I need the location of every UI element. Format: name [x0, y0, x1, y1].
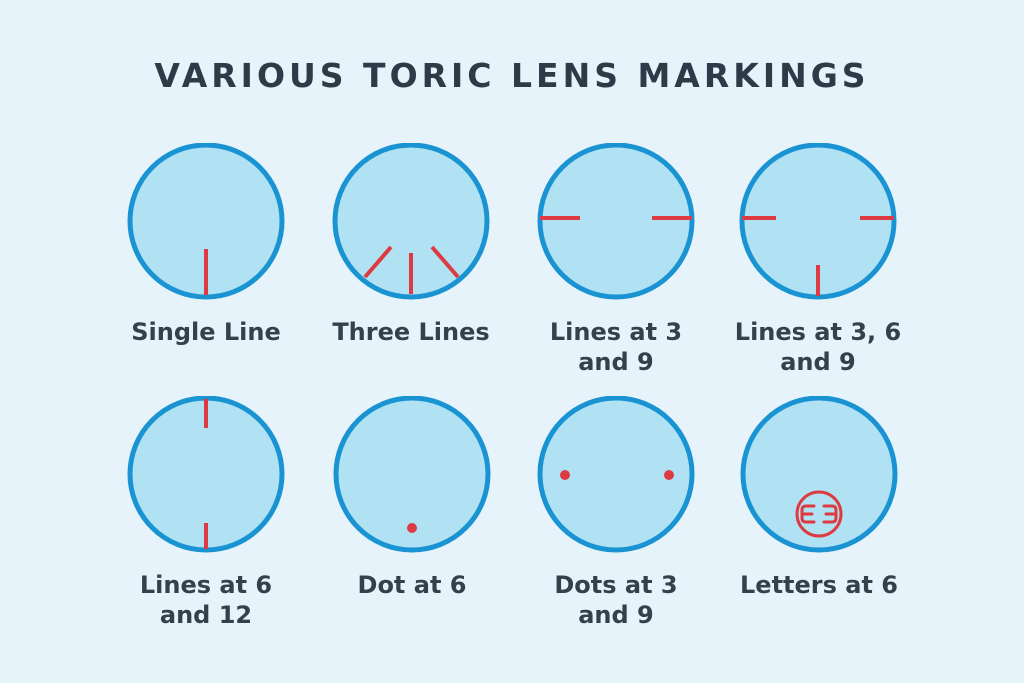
- lens-label: Letters at 6: [740, 571, 898, 599]
- lens-label: Single Line: [131, 318, 281, 346]
- lens-diagram: [126, 396, 286, 556]
- marking-letters-6-icon: [795, 490, 843, 538]
- lens-diagram: [536, 396, 696, 556]
- lens-label: Three Lines: [332, 318, 490, 346]
- lens-card-three-lines: Three Lines: [301, 143, 521, 347]
- lens-card-lines-3-9: Lines at 3 and 9: [506, 143, 726, 377]
- marking-dot-6: [407, 523, 417, 533]
- lens-card-lines-3-6-9: Lines at 3, 6 and 9: [708, 143, 928, 377]
- marking-dot-9: [560, 470, 570, 480]
- lens-diagram: [536, 143, 696, 303]
- lens-card-letters-6: Letters at 6: [709, 396, 929, 600]
- marking-dot-3: [664, 470, 674, 480]
- lens-label: Lines at 3 and 9: [549, 318, 683, 376]
- lens-label: Lines at 6 and 12: [139, 571, 273, 629]
- lens-label: Lines at 3, 6 and 9: [734, 318, 902, 376]
- lens-label: Dots at 3 and 9: [554, 571, 678, 629]
- lens-label: Dot at 6: [357, 571, 467, 599]
- lens-diagram: [331, 143, 491, 303]
- lens-card-dot-6: Dot at 6: [302, 396, 522, 600]
- page-title: VARIOUS TORIC LENS MARKINGS: [154, 56, 870, 95]
- lens-diagram: [738, 143, 898, 303]
- lens-card-lines-6-12: Lines at 6 and 12: [96, 396, 316, 630]
- marking-line-right: [430, 245, 460, 279]
- lens-card-dots-3-9: Dots at 3 and 9: [506, 396, 726, 630]
- lens-card-single-line: Single Line: [96, 143, 316, 347]
- lens-diagram: [332, 396, 492, 556]
- lens-diagram: [739, 396, 899, 556]
- marking-line-left: [363, 245, 393, 279]
- lens-diagram: [126, 143, 286, 303]
